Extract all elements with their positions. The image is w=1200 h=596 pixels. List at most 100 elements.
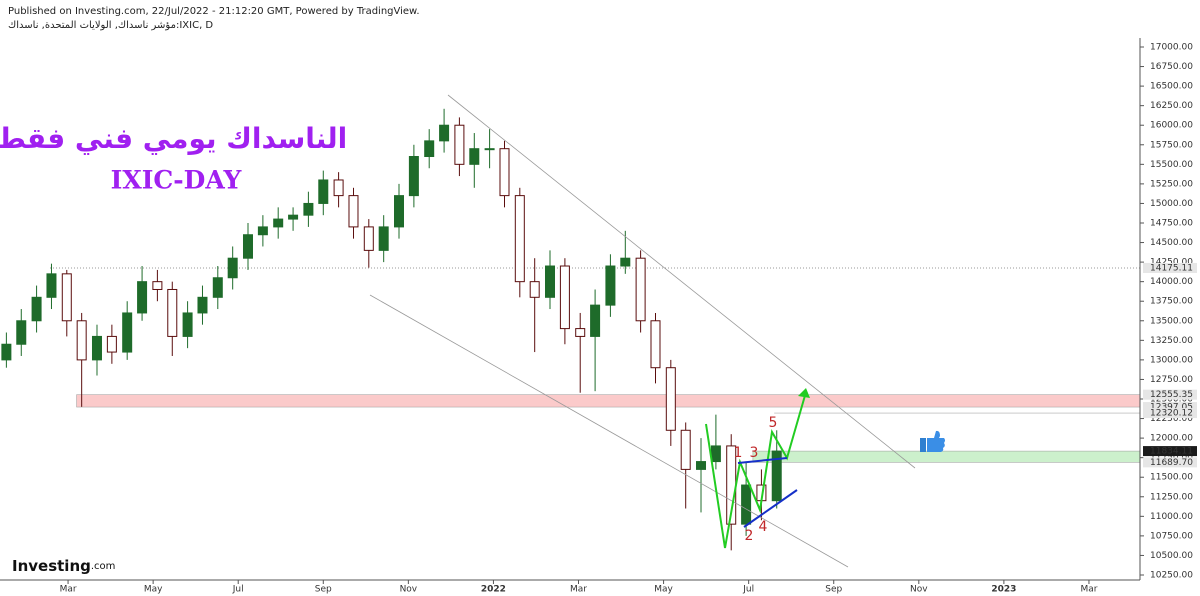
candle-body bbox=[378, 226, 389, 251]
candle-body bbox=[16, 320, 27, 345]
y-tick-label: 13750.00 bbox=[1150, 297, 1193, 307]
candle-body bbox=[469, 148, 480, 165]
y-tick-label: 15250.00 bbox=[1150, 179, 1193, 189]
y-tick-label: 13500.00 bbox=[1150, 316, 1193, 326]
candle-body bbox=[514, 195, 525, 283]
candle-body bbox=[137, 281, 148, 314]
y-tick-label: 11250.00 bbox=[1150, 492, 1193, 502]
candle-body bbox=[91, 335, 102, 361]
candle-body bbox=[545, 265, 556, 298]
candle-body bbox=[257, 226, 268, 236]
y-tick-label: 14000.00 bbox=[1150, 277, 1193, 287]
channel-lower bbox=[369, 294, 849, 568]
x-tick-label: May bbox=[654, 585, 673, 595]
candle-body bbox=[771, 450, 782, 502]
candle-body bbox=[31, 296, 42, 322]
thumbs-up-icon bbox=[920, 430, 945, 452]
level-box bbox=[1143, 262, 1197, 273]
wave-path bbox=[705, 391, 807, 549]
x-tick-label: Nov bbox=[400, 585, 418, 595]
brand-logo: Investing.com bbox=[12, 557, 115, 575]
y-tick-label: 11500.00 bbox=[1150, 473, 1193, 483]
y-tick-label: 11000.00 bbox=[1150, 512, 1193, 522]
candle-body bbox=[363, 226, 374, 251]
level-label: 11834.11 bbox=[1150, 447, 1193, 457]
candle-body bbox=[273, 218, 284, 228]
chart-subtitle: IXIC-DAY bbox=[111, 166, 243, 195]
level-label: 12320.12 bbox=[1150, 409, 1193, 419]
y-tick-label: 14500.00 bbox=[1150, 238, 1193, 248]
channel-upper bbox=[447, 94, 916, 469]
x-tick-label: Mar bbox=[60, 585, 77, 595]
x-tick-label: Sep bbox=[825, 585, 842, 595]
y-tick-label: 15000.00 bbox=[1150, 199, 1193, 209]
wave-line bbox=[737, 457, 788, 464]
wave-label: 3 bbox=[750, 445, 759, 461]
candle-body bbox=[575, 328, 586, 337]
y-tick-label: 17000.00 bbox=[1150, 42, 1193, 52]
y-tick-label: 12750.00 bbox=[1150, 375, 1193, 385]
y-tick-label: 10250.00 bbox=[1150, 570, 1193, 580]
candle-body bbox=[167, 288, 178, 337]
y-tick-label: 12000.00 bbox=[1150, 434, 1193, 444]
y-tick-label: 16750.00 bbox=[1150, 62, 1193, 72]
x-tick-label: May bbox=[144, 585, 163, 595]
y-tick-label: 16250.00 bbox=[1150, 101, 1193, 111]
candle-body bbox=[318, 179, 329, 204]
candle-body bbox=[242, 234, 253, 259]
candle-body bbox=[212, 277, 223, 298]
candle-body bbox=[529, 281, 540, 298]
symbol-note: مؤشر ناسداك, الولايات المتحدة, ناسداك:IX… bbox=[8, 20, 213, 31]
y-tick-label: 10750.00 bbox=[1150, 531, 1193, 541]
candle-body bbox=[499, 148, 510, 197]
candle-body bbox=[559, 265, 570, 330]
y-tick-label: 13250.00 bbox=[1150, 336, 1193, 346]
candle-body bbox=[620, 257, 631, 267]
candle-body bbox=[106, 335, 117, 353]
x-tick-label: Sep bbox=[315, 585, 332, 595]
brand-suffix: .com bbox=[91, 561, 116, 572]
published-note: Published on Investing.com, 22/Jul/2022 … bbox=[8, 6, 420, 17]
candle-body bbox=[288, 214, 299, 220]
level-box bbox=[1143, 408, 1197, 419]
candle-body bbox=[61, 273, 72, 322]
level-box bbox=[1143, 389, 1197, 400]
plot bbox=[1, 108, 782, 551]
candle-body bbox=[680, 429, 691, 470]
candle-body bbox=[1, 343, 12, 361]
candle-body bbox=[348, 195, 359, 228]
candle-body bbox=[394, 195, 404, 228]
candle-body bbox=[635, 257, 646, 322]
chart-title: الناسداك يومي فني فقط bbox=[0, 122, 347, 155]
candle-body bbox=[605, 265, 616, 306]
candle-body bbox=[303, 202, 314, 216]
y-tick-label: 14250.00 bbox=[1150, 258, 1193, 268]
brand-name: Investing bbox=[12, 557, 91, 575]
candle-body bbox=[665, 367, 676, 431]
x-tick-label: Jul bbox=[742, 585, 754, 595]
y-tick-label: 16000.00 bbox=[1150, 121, 1193, 131]
x-tick-label: Mar bbox=[1080, 585, 1097, 595]
candle-body bbox=[454, 124, 465, 165]
level-box bbox=[1143, 457, 1197, 468]
x-tick-label: Mar bbox=[570, 585, 587, 595]
candle-body bbox=[122, 312, 133, 353]
candle-body bbox=[197, 296, 208, 314]
x-tick-label: 2022 bbox=[481, 585, 506, 595]
wave-label: 1 bbox=[734, 445, 743, 461]
wave-label: 2 bbox=[745, 528, 754, 544]
y-tick-label: 15500.00 bbox=[1150, 160, 1193, 170]
level-label: 12397.05 bbox=[1150, 403, 1193, 413]
candle-body bbox=[650, 320, 661, 369]
candle-body bbox=[590, 304, 601, 337]
x-tick-label: 2023 bbox=[991, 585, 1016, 595]
candle-body bbox=[227, 257, 238, 279]
y-tick-label: 12250.00 bbox=[1150, 414, 1193, 424]
wave-label: 5 bbox=[769, 415, 778, 431]
candle-body bbox=[484, 148, 495, 151]
level-label: 12555.35 bbox=[1150, 390, 1193, 400]
wave-arrowhead bbox=[798, 388, 810, 398]
candle-body bbox=[333, 179, 344, 197]
